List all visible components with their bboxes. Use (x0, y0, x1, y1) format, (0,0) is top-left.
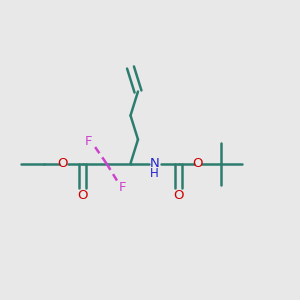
Text: N: N (150, 157, 159, 170)
Text: O: O (173, 189, 184, 202)
Text: F: F (119, 181, 126, 194)
Text: H: H (150, 167, 159, 180)
Text: O: O (192, 157, 203, 170)
Text: O: O (77, 189, 88, 202)
Text: F: F (85, 135, 92, 148)
Text: O: O (58, 157, 68, 170)
